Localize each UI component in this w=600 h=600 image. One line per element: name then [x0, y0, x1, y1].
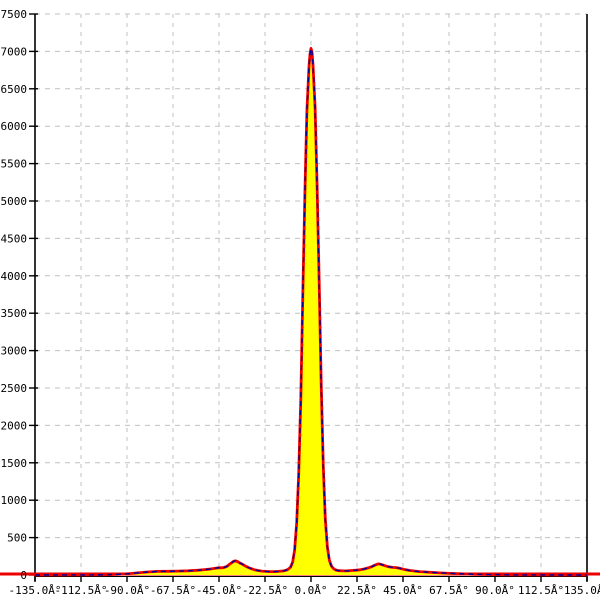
y-axis-label: 2500 — [1, 382, 28, 395]
x-axis-label: -22.5Å° — [242, 584, 288, 597]
x-axis-label: 45.0Å° — [383, 584, 423, 597]
x-axis-label: -67.5Å° — [150, 584, 196, 597]
y-axis-label: 7500 — [1, 8, 28, 21]
y-axis-label: 7000 — [1, 45, 28, 58]
x-axis-label: -45.0Å° — [196, 584, 242, 597]
y-axis-label: 1500 — [1, 457, 28, 470]
distribution-area — [35, 48, 587, 575]
y-axis-label: 0 — [20, 569, 27, 582]
x-axis-label: 0.0Å° — [294, 584, 327, 597]
y-axis-label: 1000 — [1, 494, 28, 507]
y-axis-label: 2000 — [1, 419, 28, 432]
distribution-inner-line — [35, 47, 587, 576]
x-axis-label: 22.5Å° — [337, 584, 377, 597]
x-axis-label: 135.0Å° — [564, 584, 600, 597]
y-axis-label: 3000 — [1, 345, 28, 358]
x-axis-label: 112.5Å° — [518, 584, 564, 597]
x-axis-label: -112.5Å° — [55, 584, 108, 597]
y-axis-label: 4500 — [1, 232, 28, 245]
y-axis-label: 4000 — [1, 270, 28, 283]
x-axis-label: -90.0Å° — [104, 584, 150, 597]
y-axis-label: 3500 — [1, 307, 28, 320]
x-axis-label: 67.5Å° — [429, 584, 469, 597]
x-axis-label: 90.0Å° — [475, 584, 515, 597]
y-axis-label: 5000 — [1, 195, 28, 208]
y-axis-label: 5500 — [1, 158, 28, 171]
y-axis-label: 6000 — [1, 120, 28, 133]
y-axis-label: 500 — [7, 532, 27, 545]
y-axis-label: 6500 — [1, 83, 28, 96]
x-axis-label: -135.0Å° — [9, 584, 62, 597]
